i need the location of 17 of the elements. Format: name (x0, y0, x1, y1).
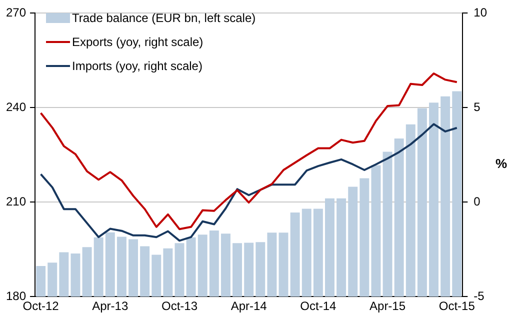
legend-label: Exports (yoy, right scale) (72, 35, 204, 49)
x-tick-label: Apr-13 (92, 299, 128, 314)
y2-tick-label: 5 (474, 100, 481, 114)
y2-axis-title: % (495, 156, 508, 171)
y-tick-label: 270 (6, 6, 26, 20)
y2-tick-label: 0 (474, 194, 481, 208)
y-tick-label: 240 (6, 100, 26, 114)
x-tick-label: Oct-13 (161, 299, 198, 314)
x-tick-label: Apr-14 (230, 299, 268, 314)
y2-tick-label: 10 (474, 6, 488, 20)
x-tick-label: Oct-14 (300, 299, 337, 314)
legend-label: Imports (yoy, right scale) (72, 59, 202, 73)
y-tick-label: 210 (6, 194, 26, 208)
x-tick-label: Oct-15 (438, 299, 476, 314)
legend-label: Trade balance (EUR bn, left scale) (72, 11, 256, 25)
x-tick-label: Apr-15 (370, 299, 406, 314)
y2-tick-label: -5 (474, 288, 485, 303)
